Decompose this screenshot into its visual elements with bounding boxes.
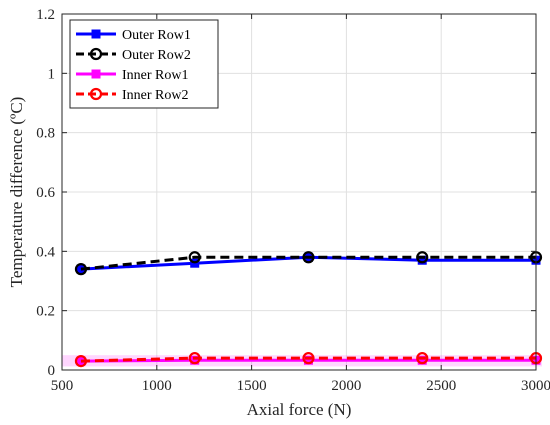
y-tick-label: 0 [48, 363, 56, 379]
legend-entry-outer-row2: Outer Row2 [76, 47, 191, 63]
data-point-outer-row2 [188, 251, 201, 264]
legend-label: Inner Row1 [122, 68, 189, 83]
legend-entry-inner-row1: Inner Row1 [76, 68, 189, 83]
y-tick-label: 0.6 [36, 185, 55, 201]
legend-label: Inner Row2 [122, 88, 189, 103]
y-tick-label: 1.2 [36, 7, 55, 23]
data-point-inner-row2 [302, 352, 315, 365]
y-tick-label: 1 [48, 66, 56, 82]
x-tick-label: 1500 [237, 378, 267, 394]
legend-label: Outer Row1 [122, 28, 191, 43]
data-point-inner-row2 [416, 352, 429, 365]
legend-marker [91, 29, 101, 39]
legend-entry-outer-row1: Outer Row1 [76, 28, 191, 43]
data-point-outer-row2 [302, 251, 315, 264]
x-tick-label: 2000 [331, 378, 361, 394]
x-axis-label: Axial force (N) [247, 400, 352, 419]
data-point-outer-row2 [74, 263, 88, 276]
x-tick-label: 500 [51, 378, 74, 394]
y-tick-label: 0.8 [36, 126, 55, 142]
legend-marker [91, 69, 101, 79]
data-point-inner-row2 [74, 355, 88, 368]
legend-label: Outer Row2 [122, 48, 191, 63]
legend-marker [89, 87, 103, 101]
series-line-outer-row2 [80, 255, 536, 271]
series-line-inner-row2 [80, 356, 536, 363]
y-tick-label: 0.2 [36, 304, 55, 320]
x-tick-label: 2500 [426, 378, 456, 394]
x-tick-label: 3000 [521, 378, 550, 394]
legend: Outer Row1 Outer Row2 Inner Row1 Inner Row2 [69, 19, 219, 109]
data-point-inner-row2 [188, 352, 201, 365]
data-point-outer-row2 [416, 251, 429, 264]
axis-ticks: 500 1000 1500 2000 2500 3000 0 0.2 0.4 0.6 0.8 1 1.2 [36, 7, 550, 394]
x-tick-label: 1000 [142, 378, 172, 394]
series-lines [74, 251, 543, 368]
y-axis-label: Temperature difference (ºC) [7, 97, 26, 288]
legend-entry-inner-row2: Inner Row2 [76, 87, 189, 103]
legend-marker [89, 47, 103, 61]
y-tick-label: 0.4 [36, 244, 55, 260]
